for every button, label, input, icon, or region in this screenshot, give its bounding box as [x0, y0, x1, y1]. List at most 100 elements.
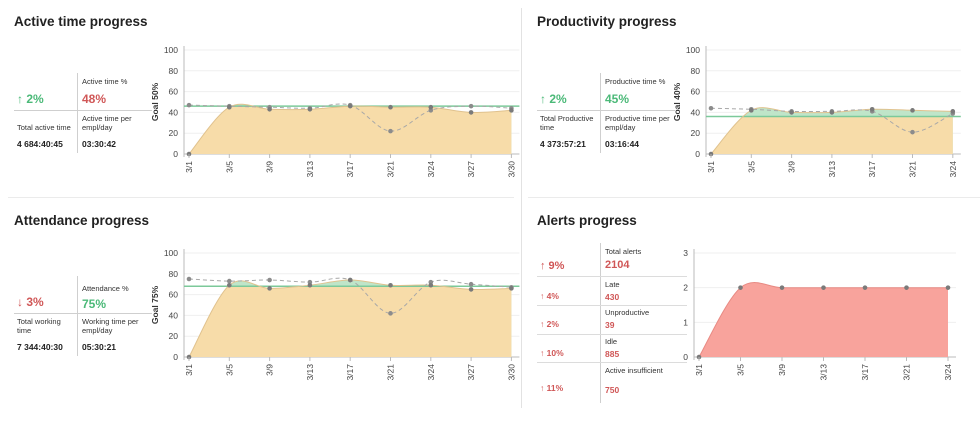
- data-point: [779, 285, 785, 290]
- x-tick-label: 3/24: [948, 161, 958, 178]
- delta-value: ↑ 2%: [17, 92, 44, 106]
- previous-point: [227, 278, 232, 284]
- y-tick-label: 60: [169, 290, 179, 300]
- x-tick-label: 3/24: [426, 161, 436, 178]
- y-tick-label: 3: [683, 248, 688, 258]
- previous-point: [468, 103, 474, 109]
- total-value: 4 684:40:45: [17, 139, 63, 149]
- stats-divider: [600, 243, 601, 403]
- delta-value: ↓ 3%: [17, 295, 44, 309]
- pct-value: 45%: [605, 92, 630, 106]
- x-tick-label: 3/9: [265, 161, 275, 173]
- previous-point: [388, 311, 393, 316]
- stats-divider: [537, 110, 675, 111]
- y-tick-label: 20: [691, 128, 701, 138]
- alerts-chart: 0123Count, times3/13/53/93/133/173/213/2…: [683, 248, 956, 381]
- previous-point: [267, 277, 272, 283]
- y-tick-label: 60: [169, 87, 179, 97]
- total-value: 7 344:40:30: [17, 342, 63, 352]
- x-tick-label: 3/1: [706, 161, 716, 173]
- alert-delta: ↑ 2%: [540, 319, 559, 329]
- row-divider: [537, 362, 687, 363]
- active-time-chart: 0 20 40 60 80 100 Goal 50% 3/1 3/5 3/9 3/13 3/17 3/2…: [150, 45, 520, 178]
- data-point: [388, 104, 393, 110]
- per-day-label: Active time per empl/day: [82, 114, 132, 132]
- row-divider: [537, 334, 687, 335]
- previous-point: [468, 281, 474, 287]
- previous-point: [186, 102, 192, 108]
- data-point: [950, 109, 956, 114]
- total-label: Total Productive time: [540, 114, 594, 132]
- x-tick-label: 3/5: [224, 364, 234, 376]
- data-point: [468, 110, 474, 115]
- data-point: [869, 106, 875, 112]
- y-tick-label: 20: [169, 331, 179, 341]
- data-point: [307, 282, 313, 288]
- data-point: [910, 108, 915, 113]
- delta-value: ↑ 2%: [540, 92, 567, 106]
- y-tick-label: 40: [169, 107, 179, 117]
- pct-label: Active time %: [82, 77, 128, 86]
- total-label: Total active time: [17, 123, 71, 132]
- row-divider: [537, 305, 687, 306]
- x-tick-label: 3/17: [345, 364, 355, 381]
- per-day-value: 05:30:21: [82, 342, 117, 352]
- y-tick-label: 0: [683, 352, 688, 362]
- alert-delta: ↑ 11%: [540, 383, 564, 393]
- x-tick-label: 3/30: [506, 364, 516, 381]
- previous-point: [910, 129, 915, 135]
- pct-value: 48%: [82, 92, 107, 106]
- active-time-panel: Active time progress ↑ 2% Active time % …: [0, 0, 520, 197]
- data-point: [749, 108, 754, 113]
- x-tick-label: 3/5: [224, 161, 234, 173]
- data-point: [347, 103, 353, 109]
- previous-point: [186, 276, 192, 282]
- per-day-label: Productive time per empl/day: [605, 114, 670, 132]
- pct-label: Attendance %: [82, 284, 129, 293]
- below-goal-area: [711, 116, 953, 154]
- data-point: [428, 104, 434, 110]
- y-tick-label: 60: [691, 87, 701, 97]
- alert-value: 2104: [605, 259, 630, 271]
- x-tick-label: 3/21: [902, 364, 912, 381]
- x-tick-label: 3/1: [184, 161, 194, 173]
- y-tick-label: 40: [169, 310, 179, 320]
- productivity-panel: Productivity progress ↑ 2% Productive ti…: [522, 0, 980, 197]
- x-tick-label: 3/17: [345, 161, 355, 178]
- attendance-panel: Attendance progress ↓ 3% Attendance % 75…: [0, 198, 520, 398]
- y-tick-label: 40: [691, 107, 701, 117]
- per-day-value: 03:16:44: [605, 139, 640, 149]
- alert-delta: ↑ 9%: [540, 260, 565, 272]
- x-tick-label: 3/13: [827, 161, 837, 178]
- alert-label: Late: [605, 280, 620, 289]
- below-goal-area: [189, 106, 512, 154]
- pct-value: 75%: [82, 297, 107, 311]
- y-tick-label: 100: [686, 45, 700, 55]
- total-value: 4 373:57:21: [540, 139, 586, 149]
- data-point: [509, 286, 514, 291]
- alert-label: Active insufficient: [605, 366, 663, 375]
- data-point: [829, 110, 835, 115]
- data-point: [428, 282, 434, 288]
- data-point: [789, 110, 794, 115]
- data-point: [227, 282, 232, 288]
- x-tick-label: 3/21: [386, 364, 396, 381]
- alert-label: Unproductive: [605, 308, 650, 317]
- x-tick-label: 3/27: [466, 161, 476, 178]
- data-point: [468, 287, 474, 292]
- x-tick-label: 3/17: [867, 161, 877, 178]
- previous-point: [388, 128, 393, 134]
- panel-title: Attendance progress: [14, 213, 150, 228]
- x-tick-label: 3/9: [777, 364, 787, 376]
- x-tick-label: 3/13: [305, 364, 315, 381]
- x-tick-label: 3/21: [908, 161, 918, 178]
- previous-point: [708, 105, 714, 111]
- y-tick-label: 20: [169, 128, 179, 138]
- data-point: [821, 285, 826, 290]
- vertical-divider: [521, 8, 522, 408]
- y-tick-label: 100: [164, 45, 178, 55]
- productivity-chart: 0 20 40 60 80 100 Goal 40% 3/1 3/5 3/9 3/13 3/17 3/2…: [672, 45, 961, 178]
- alert-value: 750: [605, 385, 620, 395]
- attendance-stats: ↓ 3% Attendance % 75% Total working time…: [14, 276, 152, 356]
- y-axis-label: Goal 40%: [672, 82, 682, 121]
